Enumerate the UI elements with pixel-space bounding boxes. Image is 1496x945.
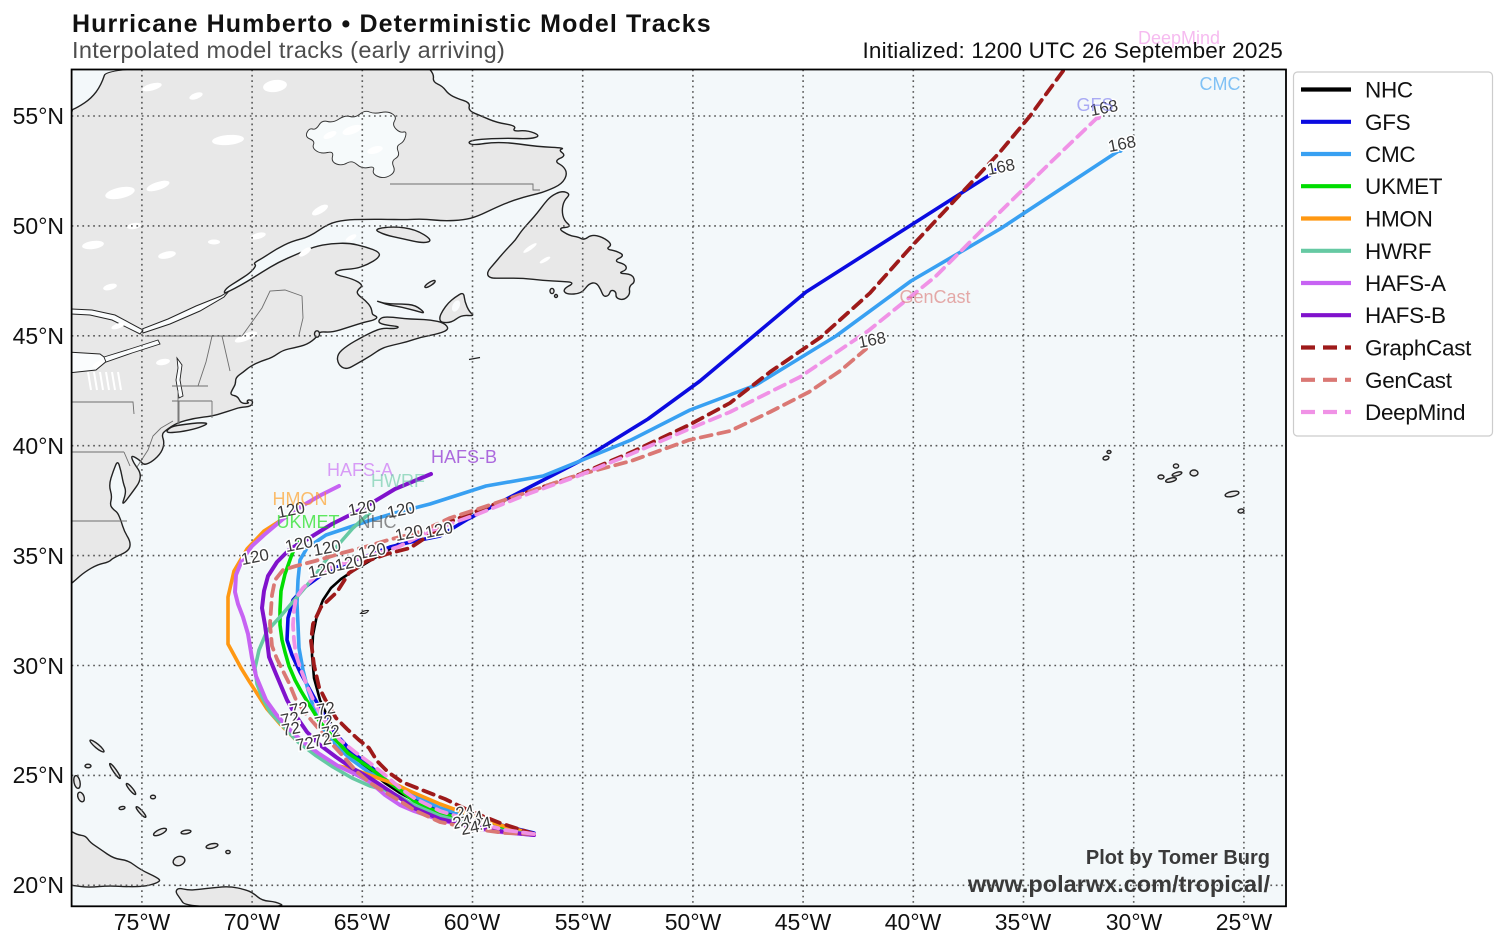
svg-text:35°N: 35°N bbox=[13, 543, 64, 569]
svg-text:NHC: NHC bbox=[1365, 78, 1413, 103]
svg-text:HAFS-B: HAFS-B bbox=[1365, 303, 1446, 328]
svg-text:50°W: 50°W bbox=[665, 909, 722, 935]
svg-text:Initialized: 1200 UTC 26 Septe: Initialized: 1200 UTC 26 September 2025 bbox=[862, 38, 1283, 63]
svg-text:HAFS-B: HAFS-B bbox=[431, 447, 497, 467]
svg-text:120: 120 bbox=[283, 532, 314, 556]
svg-text:GraphCast: GraphCast bbox=[1365, 336, 1472, 361]
svg-text:NHC: NHC bbox=[358, 512, 397, 532]
svg-text:CMC: CMC bbox=[1200, 74, 1241, 94]
svg-text:24: 24 bbox=[459, 817, 481, 839]
svg-text:60°W: 60°W bbox=[444, 909, 501, 935]
svg-text:70°W: 70°W bbox=[224, 909, 281, 935]
svg-text:Hurricane Humberto • Determini: Hurricane Humberto • Deterministic Model… bbox=[72, 10, 712, 38]
svg-text:CMC: CMC bbox=[1365, 142, 1415, 167]
svg-text:75°W: 75°W bbox=[114, 909, 171, 935]
svg-text:www.polarwx.com/tropical/: www.polarwx.com/tropical/ bbox=[967, 871, 1271, 897]
svg-text:40°N: 40°N bbox=[13, 433, 64, 459]
svg-text:72: 72 bbox=[294, 733, 316, 755]
svg-text:55°W: 55°W bbox=[555, 909, 612, 935]
svg-text:30°W: 30°W bbox=[1106, 909, 1163, 935]
svg-text:55°N: 55°N bbox=[13, 103, 64, 129]
svg-text:30°N: 30°N bbox=[13, 653, 64, 679]
svg-text:45°W: 45°W bbox=[775, 909, 832, 935]
svg-text:25°W: 25°W bbox=[1216, 909, 1273, 935]
svg-text:20°N: 20°N bbox=[13, 872, 64, 898]
svg-text:45°N: 45°N bbox=[13, 323, 64, 349]
svg-text:72: 72 bbox=[311, 729, 333, 751]
svg-text:DeepMind: DeepMind bbox=[1138, 28, 1220, 48]
svg-text:25°N: 25°N bbox=[13, 762, 64, 788]
svg-text:Interpolated model tracks (ear: Interpolated model tracks (early arrivin… bbox=[72, 37, 505, 63]
svg-text:120: 120 bbox=[346, 496, 377, 520]
svg-text:UKMET: UKMET bbox=[277, 512, 340, 532]
svg-text:DeepMind: DeepMind bbox=[1365, 400, 1465, 425]
svg-text:35°W: 35°W bbox=[995, 909, 1052, 935]
svg-text:40°W: 40°W bbox=[885, 909, 942, 935]
svg-text:GenCast: GenCast bbox=[1365, 368, 1453, 393]
svg-text:HMON: HMON bbox=[1365, 207, 1433, 232]
svg-text:HMON: HMON bbox=[273, 489, 328, 509]
svg-text:HWRF: HWRF bbox=[1365, 239, 1431, 264]
svg-text:GFS: GFS bbox=[1076, 95, 1113, 115]
svg-text:GenCast: GenCast bbox=[899, 287, 970, 307]
svg-text:HAFS-A: HAFS-A bbox=[1365, 271, 1446, 296]
svg-text:HAFS-A: HAFS-A bbox=[327, 460, 393, 480]
svg-text:UKMET: UKMET bbox=[1365, 174, 1443, 199]
svg-text:50°N: 50°N bbox=[13, 213, 64, 239]
svg-text:120: 120 bbox=[385, 498, 416, 522]
svg-text:Plot by Tomer Burg: Plot by Tomer Burg bbox=[1086, 847, 1270, 869]
svg-text:HWRF: HWRF bbox=[371, 471, 425, 491]
svg-text:65°W: 65°W bbox=[334, 909, 391, 935]
svg-text:GFS: GFS bbox=[1365, 110, 1410, 135]
